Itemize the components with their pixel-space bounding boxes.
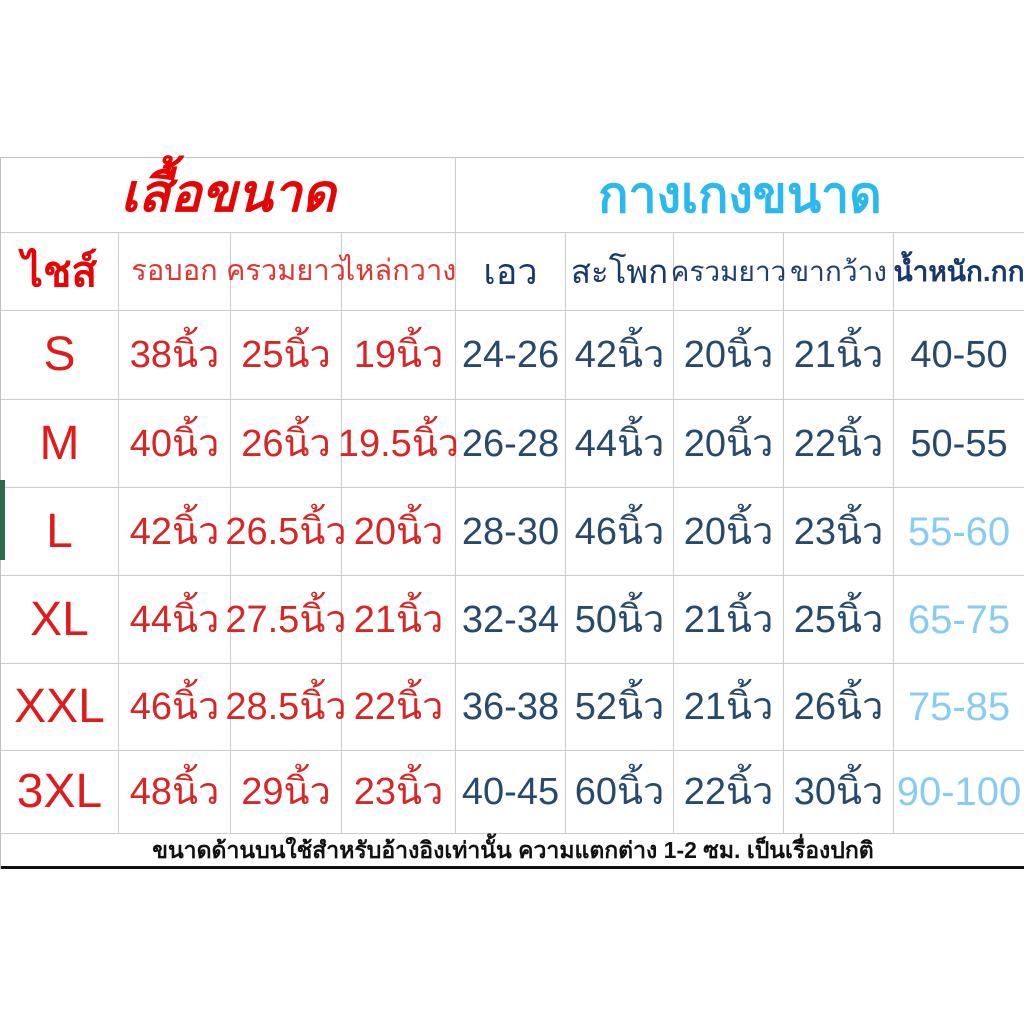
leg-width-cell: 30นิ้ว (784, 751, 894, 834)
chest-cell: 46นิ้ว (119, 664, 231, 751)
column-header-size: ไชส์ (1, 233, 119, 311)
shoulder-cell: 22นิ้ว (342, 664, 456, 751)
pants-length-cell: 20นิ้ว (674, 400, 784, 488)
leg-width-cell: 23นิ้ว (784, 488, 894, 576)
size-cell: XXL (1, 664, 119, 751)
weight-cell: 90-100 (894, 751, 1024, 834)
pants-section-title: กางเกงขนาด (456, 158, 1024, 233)
waist-cell: 32-34 (456, 576, 566, 664)
waist-cell: 36-38 (456, 664, 566, 751)
column-header-pants-length: ครวมยาว (671, 233, 786, 311)
hip-cell: 50นิ้ว (566, 576, 674, 664)
shoulder-cell: 19.5นิ้ว (338, 400, 459, 488)
shirt-length-cell: 25นิ้ว (231, 311, 342, 400)
column-header-shoulder: ไหล่กวาง (341, 233, 456, 311)
size-cell: L (1, 488, 119, 576)
column-header-shirt-length: ครวมยาว (226, 233, 346, 311)
leg-width-cell: 25นิ้ว (784, 576, 894, 664)
leg-width-cell: 21นิ้ว (784, 311, 894, 400)
pants-length-cell: 20นิ้ว (674, 488, 784, 576)
green-edge-artifact (0, 480, 5, 560)
hip-cell: 46นิ้ว (566, 488, 674, 576)
shirt-length-cell: 26นิ้ว (231, 400, 342, 488)
pants-length-cell: 21นิ้ว (674, 664, 784, 751)
shirt-length-cell: 29นิ้ว (231, 751, 342, 834)
size-cell: XL (1, 576, 119, 664)
shirt-length-cell: 26.5นิ้ว (225, 488, 347, 576)
column-header-leg-width: ขากว้าง (784, 233, 894, 311)
hip-cell: 52นิ้ว (566, 664, 674, 751)
weight-cell: 55-60 (894, 488, 1024, 576)
weight-cell: 75-85 (894, 664, 1024, 751)
chest-cell: 48นิ้ว (119, 751, 231, 834)
chest-cell: 38นิ้ว (119, 311, 231, 400)
size-cell: 3XL (1, 751, 119, 834)
weight-cell: 50-55 (894, 400, 1024, 488)
leg-width-cell: 26นิ้ว (784, 664, 894, 751)
chest-cell: 44นิ้ว (119, 576, 231, 664)
pants-length-cell: 20นิ้ว (674, 311, 784, 400)
column-header-weight: น้ำหนัก.กก (893, 233, 1024, 311)
hip-cell: 44นิ้ว (566, 400, 674, 488)
column-header-hip: สะโพก (566, 233, 674, 311)
column-header-chest: รอบอก (119, 233, 231, 311)
chest-cell: 42นิ้ว (119, 488, 231, 576)
weight-cell: 40-50 (894, 311, 1024, 400)
waist-cell: 28-30 (456, 488, 566, 576)
leg-width-cell: 22นิ้ว (784, 400, 894, 488)
shoulder-cell: 23นิ้ว (342, 751, 456, 834)
shoulder-cell: 20นิ้ว (342, 488, 456, 576)
size-cell: S (1, 311, 119, 400)
hip-cell: 42นิ้ว (566, 311, 674, 400)
footer-disclaimer: ขนาดด้านบนใช้สำหรับอ้างอิงเท่านั้น ความแ… (1, 834, 1024, 869)
size-cell: M (1, 400, 119, 488)
pants-length-cell: 21นิ้ว (674, 576, 784, 664)
shoulder-cell: 19นิ้ว (342, 311, 456, 400)
waist-cell: 24-26 (456, 311, 566, 400)
chest-cell: 40นิ้ว (119, 400, 231, 488)
hip-cell: 60นิ้ว (566, 751, 674, 834)
shirt-section-title: เสื้อขนาด (1, 158, 456, 233)
column-header-waist: เอว (456, 233, 566, 311)
weight-cell: 65-75 (894, 576, 1024, 664)
waist-cell: 40-45 (456, 751, 566, 834)
pants-length-cell: 22นิ้ว (674, 751, 784, 834)
waist-cell: 26-28 (456, 400, 566, 488)
shirt-length-cell: 27.5นิ้ว (225, 576, 347, 664)
size-chart-table: เสื้อขนาด กางเกงขนาด ไชส์ รอบอก ครวมยาว … (0, 157, 1024, 869)
shirt-length-cell: 28.5นิ้ว (225, 664, 347, 751)
shoulder-cell: 21นิ้ว (342, 576, 456, 664)
